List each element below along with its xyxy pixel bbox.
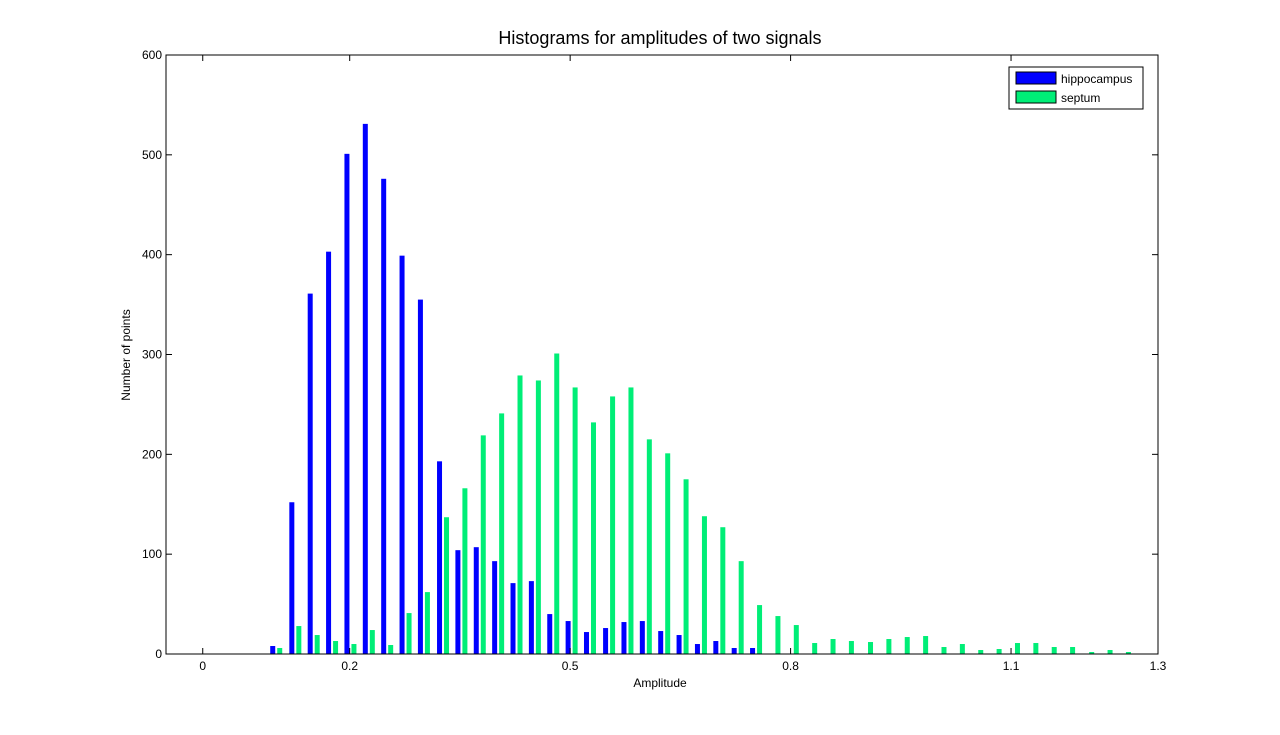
y-tick-label: 400 xyxy=(142,248,162,262)
bar-septum xyxy=(499,413,505,654)
bar-septum xyxy=(517,375,523,654)
legend-swatch-hippocampus xyxy=(1015,71,1057,85)
legend-label-hippocampus: hippocampus xyxy=(1061,72,1132,86)
bar-hippocampus xyxy=(289,502,295,654)
bar-hippocampus xyxy=(528,581,534,654)
x-tick-label: 0.5 xyxy=(562,659,579,673)
y-tick-label: 0 xyxy=(155,647,162,661)
bar-septum xyxy=(830,639,836,654)
bar-septum xyxy=(665,453,671,654)
bar-septum xyxy=(590,422,596,654)
bar-hippocampus xyxy=(676,635,682,654)
bar-septum xyxy=(923,636,929,654)
bar-hippocampus xyxy=(565,621,571,654)
axis-ticks: 0 0.2 0.5 0.8 1.1 1.3 0 100 200 300 400 500 600 xyxy=(142,48,1167,673)
y-tick-label: 100 xyxy=(142,547,162,561)
y-axis-title: Number of points xyxy=(119,309,133,400)
bar-septum xyxy=(351,644,357,654)
bar-septum xyxy=(1033,643,1039,654)
bar-hippocampus xyxy=(658,631,664,654)
bar-hippocampus xyxy=(639,621,645,654)
bar-hippocampus xyxy=(713,641,719,654)
bar-septum xyxy=(1089,652,1095,654)
bar-septum xyxy=(793,625,799,654)
bar-septum xyxy=(424,592,430,654)
x-axis-title: Amplitude xyxy=(633,676,687,690)
bar-hippocampus xyxy=(270,646,276,654)
bar-hippocampus xyxy=(510,583,516,654)
bar-septum xyxy=(277,648,283,654)
bar-hippocampus xyxy=(621,622,627,654)
bar-septum xyxy=(406,613,412,654)
x-tick-label: 0.8 xyxy=(782,659,799,673)
bar-hippocampus xyxy=(362,123,368,654)
bar-hippocampus xyxy=(326,251,332,655)
bar-septum xyxy=(535,380,541,654)
bar-septum xyxy=(1014,643,1020,654)
x-tick-label: 1.1 xyxy=(1003,659,1020,673)
bar-hippocampus xyxy=(381,178,387,655)
bar-septum xyxy=(369,630,375,654)
legend-swatch-septum xyxy=(1015,90,1057,104)
y-tick-label: 300 xyxy=(142,348,162,362)
bar-septum xyxy=(462,488,468,654)
bar-septum xyxy=(996,649,1002,654)
bar-hippocampus xyxy=(603,628,609,654)
bar-septum xyxy=(1125,652,1131,654)
bar-septum xyxy=(314,635,320,654)
x-tick-label: 1.3 xyxy=(1150,659,1167,673)
bar-hippocampus xyxy=(583,632,589,654)
chart-title: Histograms for amplitudes of two signals xyxy=(498,28,821,48)
x-tick-label: 0 xyxy=(199,659,206,673)
bar-septum xyxy=(296,626,302,654)
bar-septum xyxy=(848,641,854,654)
bar-septum xyxy=(720,527,726,654)
bar-septum xyxy=(388,645,394,654)
bar-septum xyxy=(480,435,486,654)
bar-hippocampus xyxy=(307,293,313,654)
legend: hippocampus septum xyxy=(1008,66,1144,110)
bar-hippocampus xyxy=(455,550,461,654)
legend-label-septum: septum xyxy=(1061,91,1100,105)
bar-septum xyxy=(610,396,616,654)
bar-septum xyxy=(886,639,892,654)
bar-septum xyxy=(1070,647,1076,654)
y-tick-label: 600 xyxy=(142,48,162,62)
bar-septum xyxy=(978,650,984,654)
bar-hippocampus xyxy=(344,153,350,654)
bar-hippocampus xyxy=(694,644,700,654)
bar-hippocampus xyxy=(547,614,553,654)
bar-septum xyxy=(959,644,965,654)
bar-septum xyxy=(628,387,634,654)
bar-hippocampus xyxy=(750,648,756,654)
bar-septum xyxy=(683,479,689,654)
bar-hippocampus xyxy=(473,547,479,654)
bar-septum xyxy=(868,642,874,654)
bar-septum xyxy=(775,616,781,654)
bar-septum xyxy=(941,647,947,654)
bar-septum xyxy=(1107,650,1113,654)
bar-hippocampus xyxy=(399,255,405,654)
bar-septum xyxy=(333,641,339,654)
y-tick-label: 500 xyxy=(142,148,162,162)
bar-septum xyxy=(701,516,707,654)
bar-hippocampus xyxy=(417,299,423,654)
bar-hippocampus xyxy=(492,561,498,654)
bar-septum xyxy=(572,387,578,654)
bar-septum xyxy=(904,637,910,654)
bar-septum xyxy=(554,353,560,654)
x-tick-label: 0.2 xyxy=(341,659,358,673)
bar-hippocampus xyxy=(437,461,443,654)
bar-septum xyxy=(646,439,652,654)
bar-hippocampus xyxy=(731,648,737,654)
bar-septum xyxy=(812,643,818,654)
bar-septum xyxy=(738,561,744,654)
y-tick-label: 200 xyxy=(142,447,162,461)
bar-septum xyxy=(757,605,763,654)
bar-septum xyxy=(1051,647,1057,654)
bar-septum xyxy=(444,517,450,654)
bars-group xyxy=(270,123,1131,655)
